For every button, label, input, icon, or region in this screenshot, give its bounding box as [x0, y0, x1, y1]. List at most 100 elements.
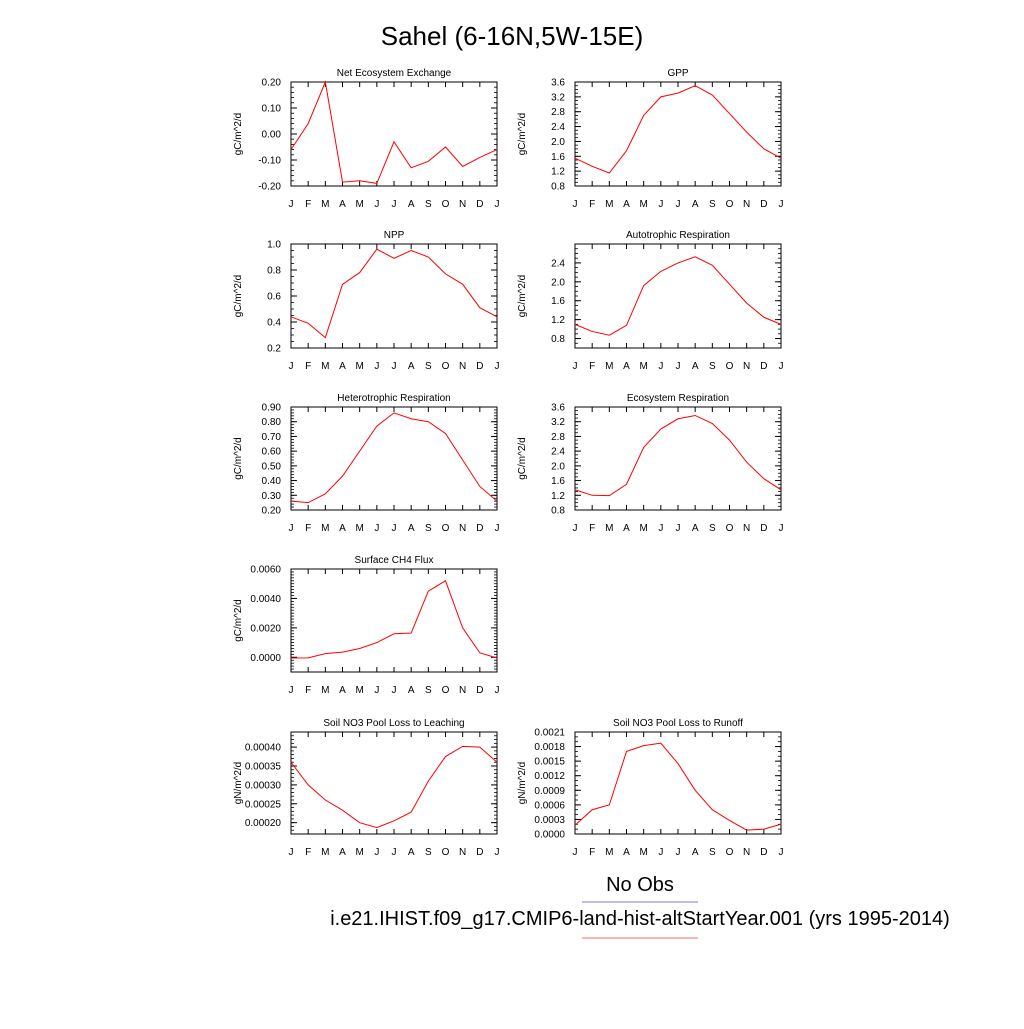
x-tick-label: M: [605, 523, 613, 534]
x-tick-label: N: [743, 199, 750, 210]
x-tick-label: J: [495, 685, 500, 696]
x-tick-label: F: [589, 523, 595, 534]
y-axis-label: gN/m^2/d: [517, 762, 528, 805]
y-tick-label: 2.4: [551, 447, 565, 458]
y-axis-label: gC/m^2/d: [233, 113, 244, 156]
x-tick-label: S: [709, 847, 716, 858]
x-tick-label: M: [355, 361, 363, 372]
x-tick-label: A: [692, 361, 699, 372]
x-tick-label: J: [495, 847, 500, 858]
x-tick-label: A: [408, 847, 415, 858]
x-tick-label: J: [392, 361, 397, 372]
x-tick-label: A: [692, 199, 699, 210]
panel-title: GPP: [667, 68, 688, 79]
x-tick-label: J: [392, 199, 397, 210]
x-tick-label: J: [658, 199, 663, 210]
plot-frame: [291, 244, 497, 348]
x-tick-label: N: [743, 523, 750, 534]
x-tick-label: J: [495, 199, 500, 210]
y-axis-label: gC/m^2/d: [233, 437, 244, 480]
y-tick-label: 0.8: [551, 334, 565, 345]
y-tick-label: 0.70: [262, 432, 282, 443]
x-tick-label: J: [374, 523, 379, 534]
y-tick-label: 0.2: [267, 344, 281, 355]
x-tick-label: A: [339, 361, 346, 372]
series-line: [575, 415, 781, 495]
x-tick-label: D: [760, 361, 767, 372]
x-tick-label: S: [709, 361, 716, 372]
x-tick-label: F: [305, 361, 311, 372]
x-tick-label: J: [289, 847, 294, 858]
y-tick-label: 0.0020: [250, 623, 281, 634]
x-tick-label: F: [589, 847, 595, 858]
y-tick-label: 0.50: [262, 461, 282, 472]
y-tick-label: 0.30: [262, 491, 282, 502]
x-tick-label: S: [425, 361, 432, 372]
y-tick-label: -0.10: [258, 156, 281, 167]
x-tick-label: O: [442, 847, 450, 858]
x-tick-label: A: [623, 361, 630, 372]
x-tick-label: O: [726, 361, 734, 372]
y-axis-label: gC/m^2/d: [517, 275, 528, 318]
y-tick-label: 2.8: [551, 107, 565, 118]
x-tick-label: N: [743, 847, 750, 858]
y-tick-label: 0.0009: [534, 786, 565, 797]
plot-frame: [575, 82, 781, 186]
legend-entry-model-run: i.e21.IHIST.f09_g17.CMIP6-land-hist-altS…: [330, 908, 950, 930]
panel-title: Surface CH4 Flux: [355, 555, 434, 566]
x-tick-label: O: [442, 685, 450, 696]
x-tick-label: A: [408, 361, 415, 372]
x-tick-label: J: [573, 361, 578, 372]
x-tick-label: F: [305, 847, 311, 858]
x-tick-label: J: [676, 523, 681, 534]
y-axis-label: gC/m^2/d: [517, 437, 528, 480]
y-tick-label: 0.00: [262, 130, 282, 141]
y-tick-label: 0.6: [267, 292, 281, 303]
x-tick-label: J: [495, 523, 500, 534]
x-tick-label: S: [425, 685, 432, 696]
y-tick-label: 0.00030: [245, 780, 282, 791]
x-tick-label: S: [709, 199, 716, 210]
x-tick-label: J: [374, 847, 379, 858]
y-tick-label: 0.0012: [534, 771, 565, 782]
plot-frame: [575, 732, 781, 834]
x-tick-label: J: [658, 523, 663, 534]
x-tick-label: F: [305, 523, 311, 534]
x-tick-label: M: [605, 847, 613, 858]
y-tick-label: 1.2: [551, 167, 565, 178]
x-tick-label: A: [339, 847, 346, 858]
x-tick-label: J: [779, 847, 784, 858]
y-tick-label: 0.0060: [250, 565, 281, 576]
y-tick-label: 0.00020: [245, 818, 282, 829]
x-tick-label: M: [639, 523, 647, 534]
x-tick-label: J: [676, 361, 681, 372]
x-tick-label: A: [339, 523, 346, 534]
y-tick-label: 0.4: [267, 318, 281, 329]
x-tick-label: J: [658, 361, 663, 372]
x-tick-label: J: [573, 523, 578, 534]
x-tick-label: A: [339, 685, 346, 696]
x-tick-label: F: [589, 199, 595, 210]
x-tick-label: J: [392, 523, 397, 534]
x-tick-label: N: [459, 685, 466, 696]
x-tick-label: J: [676, 199, 681, 210]
y-tick-label: 0.0040: [250, 594, 281, 605]
x-tick-label: S: [425, 199, 432, 210]
x-tick-label: M: [355, 199, 363, 210]
x-tick-label: M: [605, 199, 613, 210]
panel-title: Net Ecosystem Exchange: [337, 68, 452, 79]
y-tick-label: 0.0018: [534, 742, 565, 753]
x-tick-label: N: [459, 199, 466, 210]
y-axis-label: gN/m^2/d: [233, 762, 244, 805]
x-tick-label: O: [442, 199, 450, 210]
y-tick-label: 0.10: [262, 104, 282, 115]
y-tick-label: 2.0: [551, 461, 565, 472]
x-tick-label: D: [476, 361, 483, 372]
y-tick-label: 0.0006: [534, 800, 565, 811]
